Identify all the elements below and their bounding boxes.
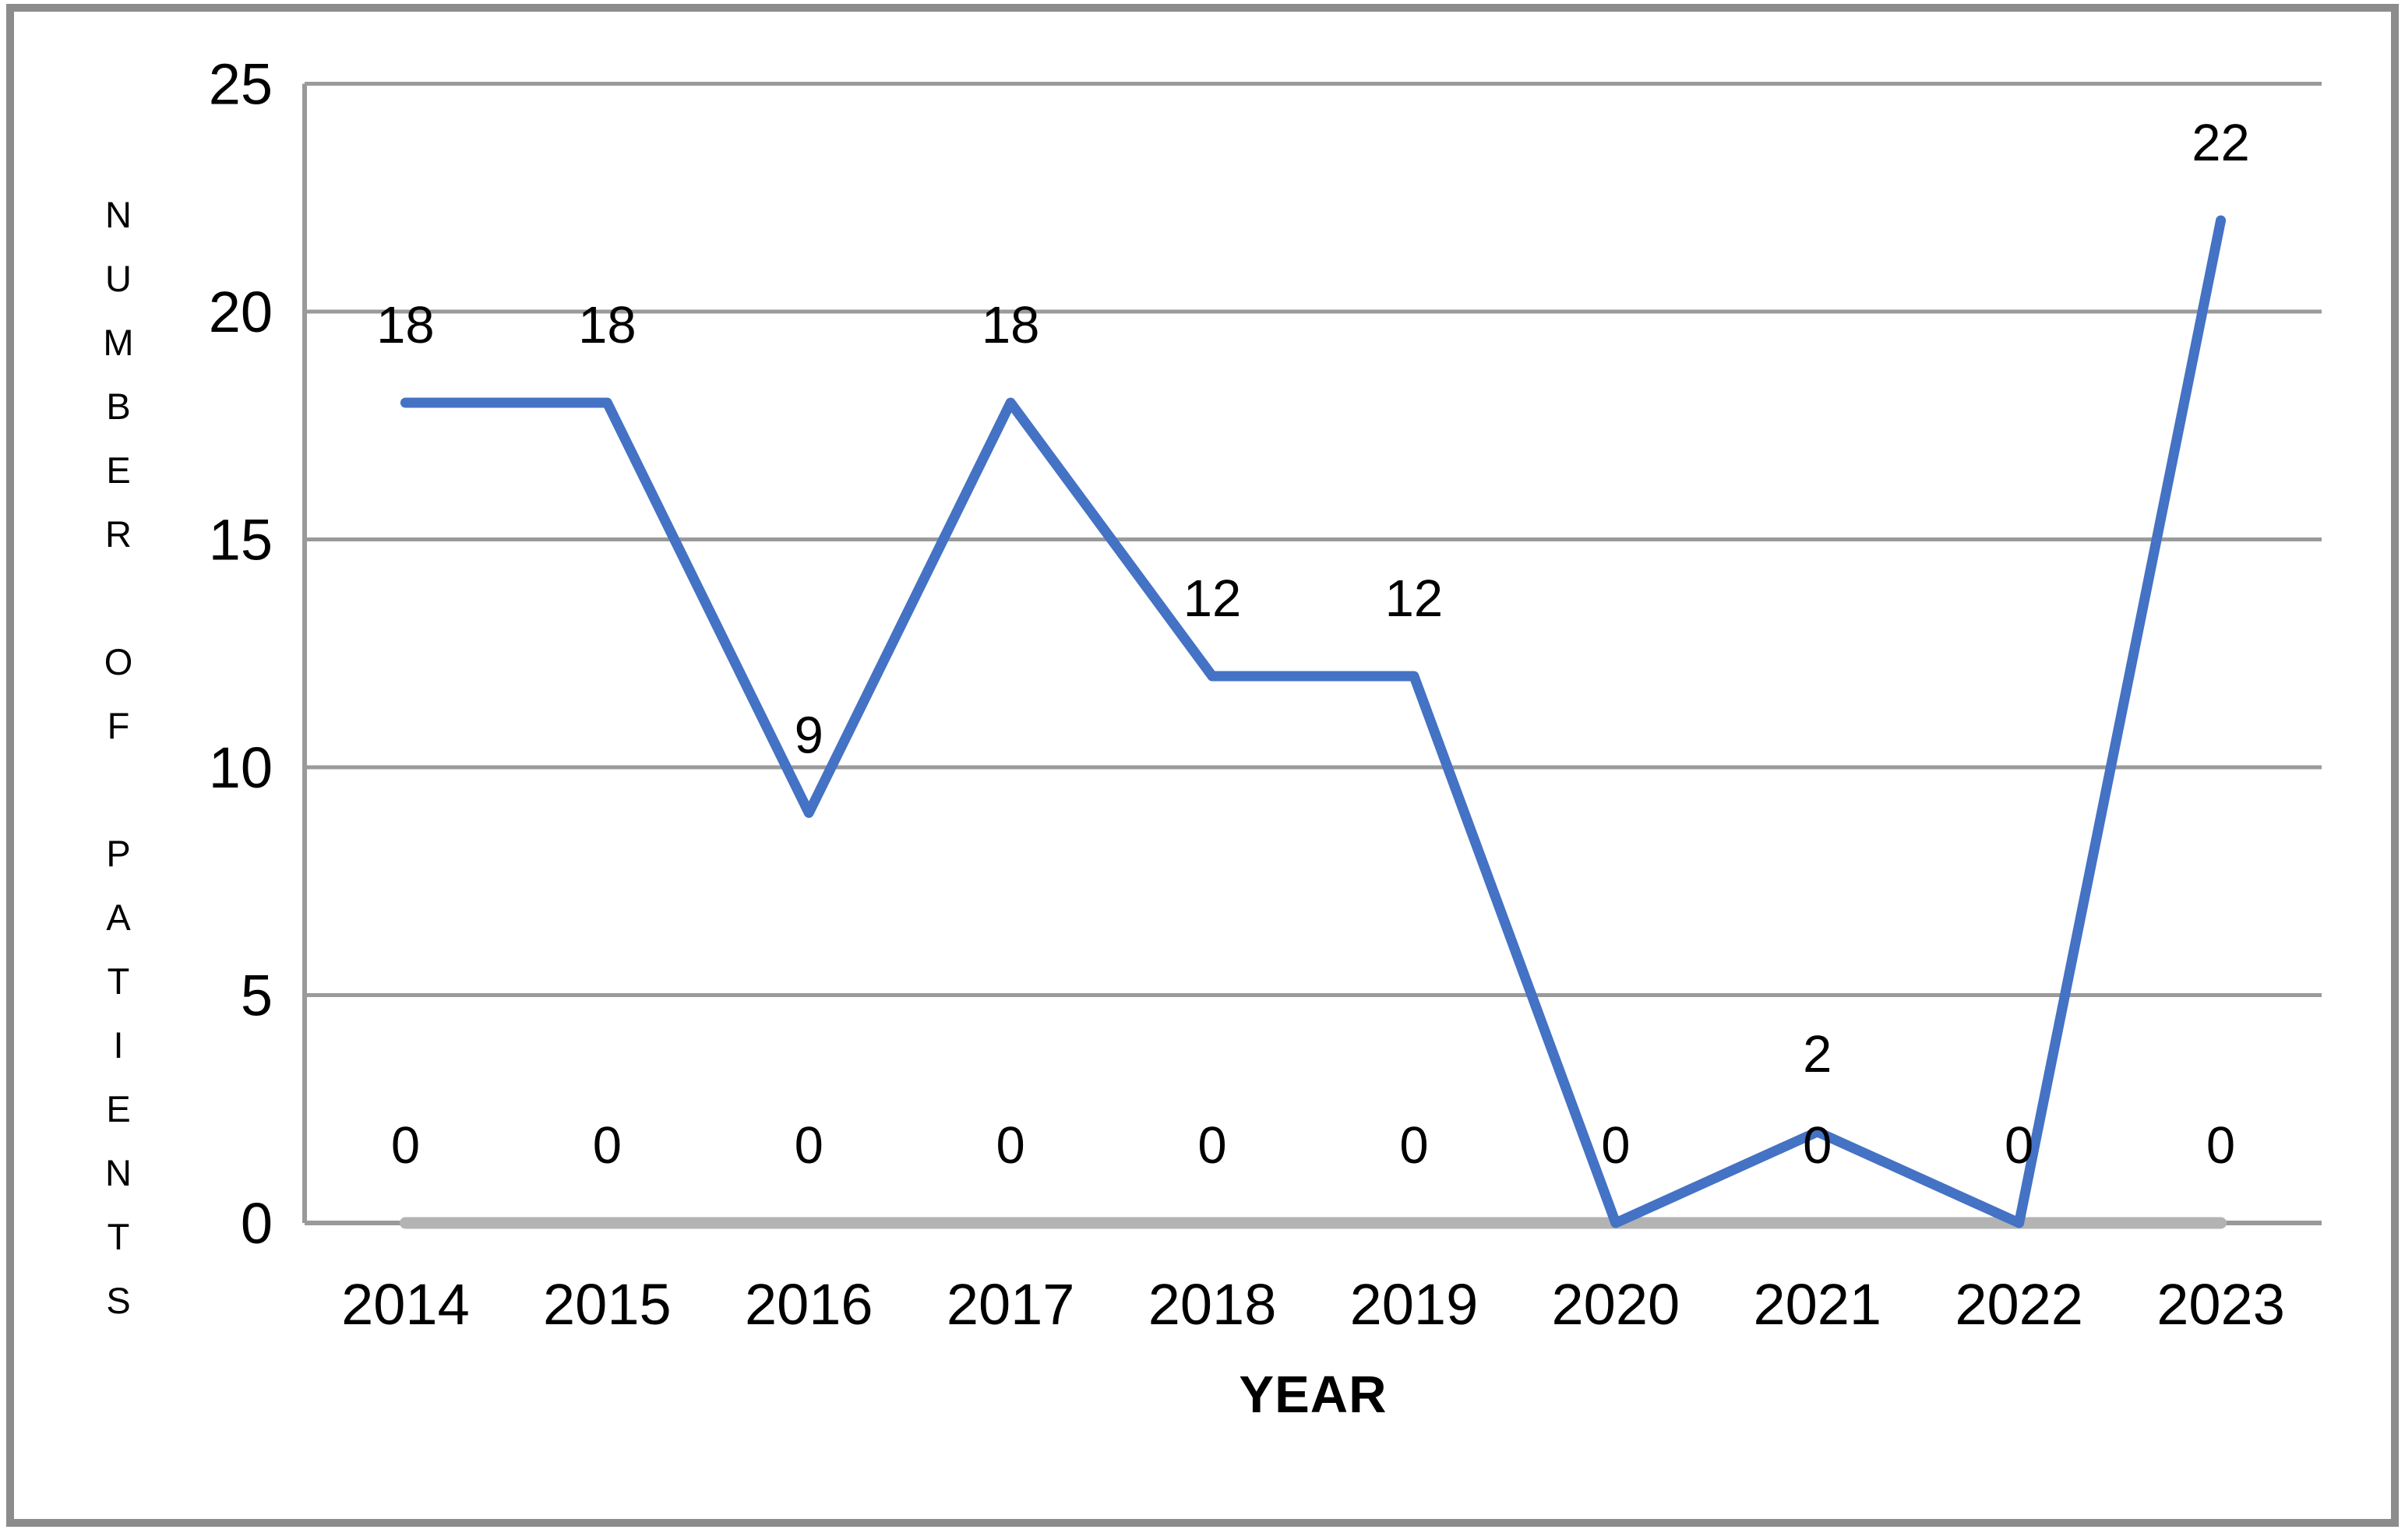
- data-label-number-of-patients-2019: 12: [1385, 569, 1444, 628]
- data-label-baseline-zero-series-2022: 0: [2005, 1116, 2033, 1175]
- x-tick-label-2016: 2016: [745, 1272, 873, 1337]
- y-tick-label-0: 0: [241, 1191, 273, 1256]
- x-tick-label-2015: 2015: [543, 1272, 672, 1337]
- x-axis-title: YEAR: [1239, 1366, 1388, 1424]
- data-label-number-of-patients-2014: 18: [376, 296, 435, 354]
- y-axis-title-letter: P: [106, 833, 130, 874]
- y-axis-title-letter: O: [104, 641, 133, 682]
- number-of-patients-line: [400, 215, 2227, 1228]
- x-tick-label-2018: 2018: [1148, 1272, 1277, 1337]
- y-axis-title-letter: F: [108, 705, 130, 746]
- data-label-baseline-zero-series-2021: 0: [1803, 1116, 1832, 1175]
- figure-border: [6, 4, 2399, 1527]
- data-label-number-of-patients-2017: 18: [982, 296, 1040, 354]
- x-tick-label-2014: 2014: [341, 1272, 470, 1337]
- data-label-baseline-zero-series-2017: 0: [996, 1116, 1025, 1175]
- x-tick-label-2019: 2019: [1350, 1272, 1479, 1337]
- data-label-baseline-zero-series-2015: 0: [593, 1116, 622, 1175]
- y-axis-title-letter: E: [106, 449, 130, 491]
- data-label-baseline-zero-series-2019: 0: [1399, 1116, 1428, 1175]
- data-label-baseline-zero-series-2020: 0: [1601, 1116, 1630, 1175]
- data-label-number-of-patients-2021: 2: [1803, 1025, 1832, 1084]
- data-label-number-of-patients-2015: 18: [578, 296, 637, 354]
- data-label-baseline-zero-series-2023: 0: [2206, 1116, 2235, 1175]
- y-tick-label-5: 5: [241, 964, 273, 1028]
- data-label-baseline-zero-series-2014: 0: [391, 1116, 420, 1175]
- y-axis-title-letter: S: [106, 1280, 130, 1321]
- y-axis-title-letter: B: [106, 386, 130, 427]
- y-tick-label-25: 25: [209, 52, 273, 117]
- y-tick-label-15: 15: [209, 508, 273, 573]
- x-tick-label-2017: 2017: [947, 1272, 1075, 1337]
- x-tick-label-2023: 2023: [2156, 1272, 2285, 1337]
- x-tick-label-2022: 2022: [1955, 1272, 2083, 1337]
- y-axis-title-letter: T: [108, 960, 130, 1002]
- y-tick-label-20: 20: [209, 280, 273, 344]
- y-axis-title-letter: N: [105, 194, 132, 235]
- y-axis-title-letter: R: [105, 513, 132, 555]
- y-axis-title-letter: E: [106, 1088, 130, 1129]
- y-axis-title-letter: A: [106, 897, 131, 938]
- y-axis-title-letter: U: [105, 258, 132, 299]
- y-tick-label-10: 10: [209, 735, 273, 800]
- y-axis-title-letter: T: [108, 1216, 130, 1257]
- data-label-baseline-zero-series-2018: 0: [1197, 1116, 1226, 1175]
- y-axis-title-letter: I: [113, 1024, 123, 1066]
- x-tick-label-2020: 2020: [1552, 1272, 1680, 1337]
- x-tick-label-2021: 2021: [1753, 1272, 1881, 1337]
- y-axis-title-letter: N: [105, 1152, 132, 1193]
- data-label-number-of-patients-2023: 22: [2192, 114, 2250, 172]
- y-axis-title-letter: M: [103, 322, 133, 363]
- data-label-number-of-patients-2016: 9: [795, 707, 823, 765]
- data-label-baseline-zero-series-2016: 0: [795, 1116, 823, 1175]
- data-label-number-of-patients-2018: 12: [1183, 569, 1242, 628]
